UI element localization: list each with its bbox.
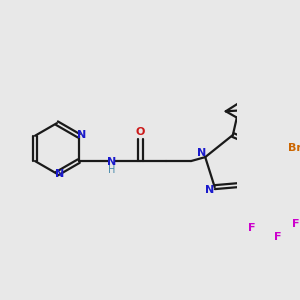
Text: F: F: [274, 232, 282, 242]
Text: N: N: [205, 185, 214, 195]
Text: N: N: [56, 169, 65, 179]
Text: N: N: [107, 157, 117, 167]
Text: O: O: [136, 127, 145, 137]
Text: N: N: [196, 148, 206, 158]
Text: F: F: [248, 223, 256, 233]
Text: F: F: [292, 219, 300, 229]
Text: Br: Br: [288, 142, 300, 153]
Text: H: H: [108, 165, 116, 175]
Text: N: N: [77, 130, 87, 140]
